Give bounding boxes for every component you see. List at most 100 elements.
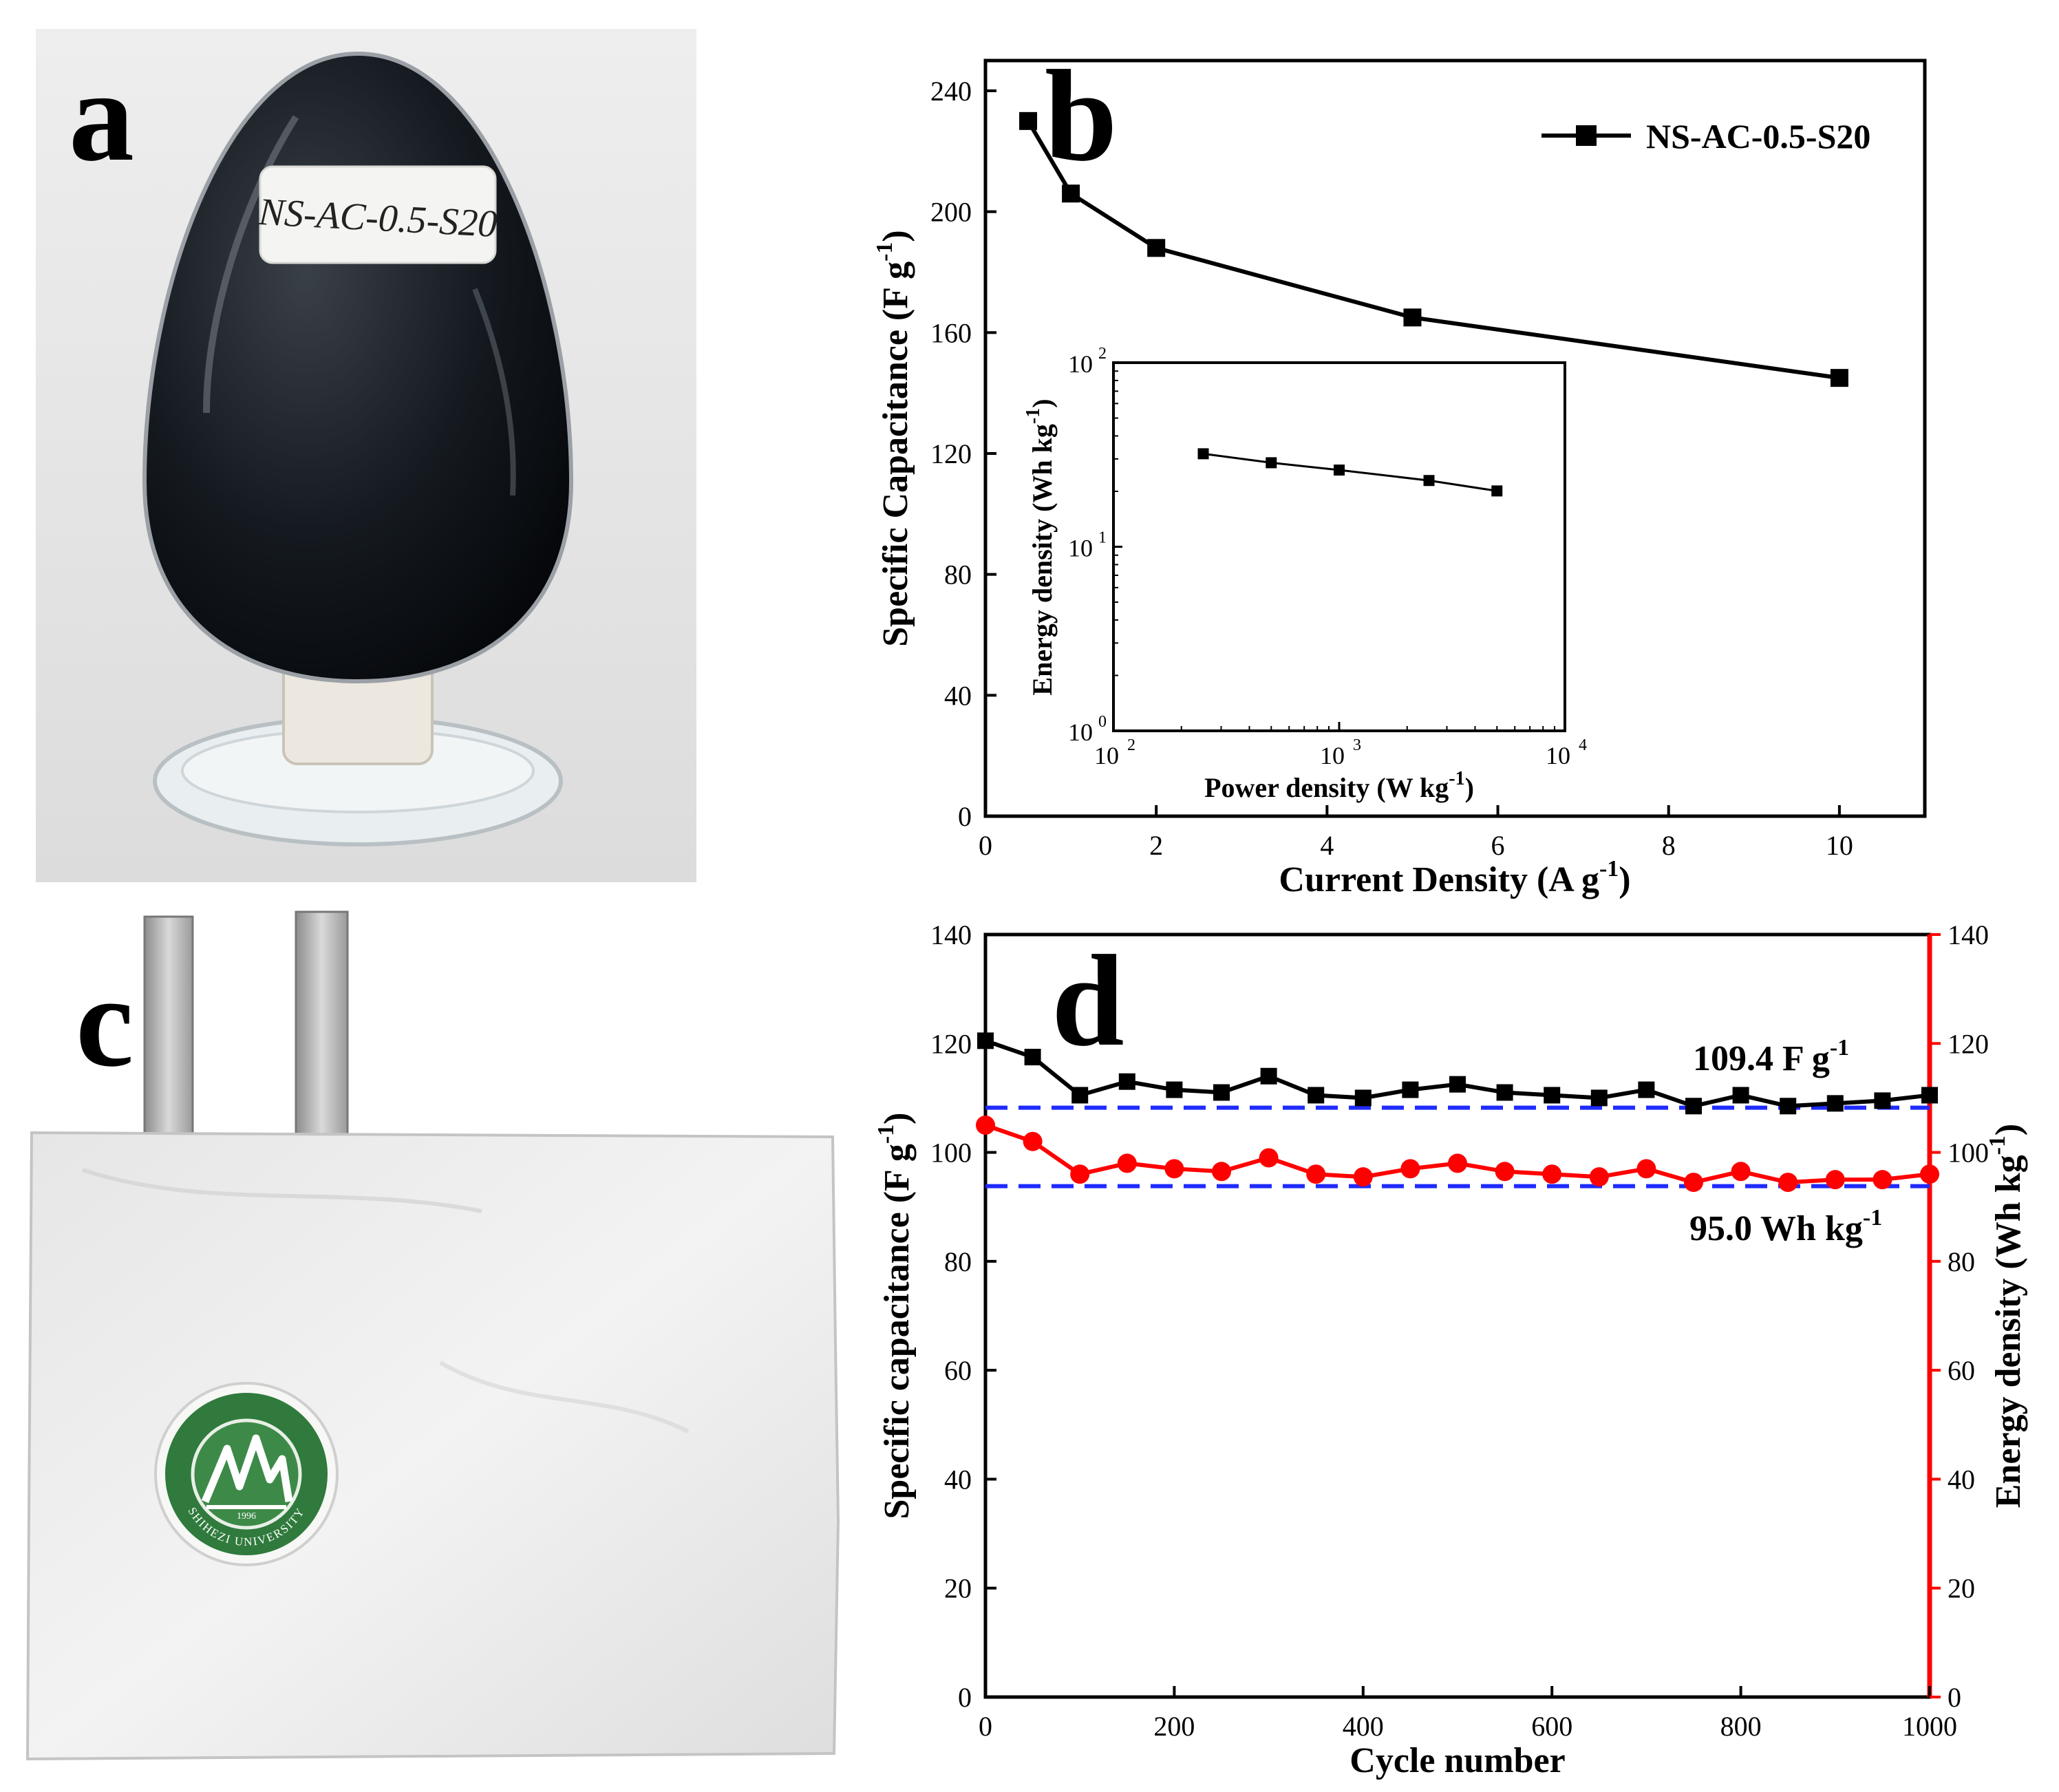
data-point (1921, 1087, 1938, 1104)
y-tick-label: 10 (1068, 718, 1093, 746)
data-point (1147, 239, 1166, 257)
x-tick-label: 6 (1491, 830, 1505, 861)
data-point (1260, 1067, 1277, 1085)
x-tick-label: 400 (1343, 1711, 1384, 1742)
chart-b-ylabel: Specific Capacitance (F g-1) (872, 230, 915, 647)
x-tick-label: 0 (979, 830, 992, 861)
data-point (1266, 457, 1277, 469)
x-tick-label: 10 (1320, 742, 1345, 769)
data-point (1308, 1087, 1325, 1104)
y-tick-label-right: 40 (1948, 1464, 1975, 1495)
data-point (1589, 1167, 1609, 1187)
inset-series (1197, 448, 1503, 497)
y-tick-label-right: 120 (1948, 1028, 1989, 1059)
data-point (977, 1032, 994, 1049)
y-tick-label: 10 (1068, 535, 1093, 562)
y-tick-label: 0 (958, 801, 972, 832)
x-tick-label: 8 (1662, 830, 1676, 861)
data-point (1353, 1167, 1373, 1187)
data-point (1071, 1087, 1089, 1104)
y-tick-label: 240 (930, 76, 972, 107)
inset-ylabel: Energy density (Wh kg-1) (1023, 398, 1058, 695)
chart-b-inset: 10 2 10 3 10 4 10 0 10 1 10 2 Power density (W kg-1… (1023, 345, 1587, 803)
chart-d-xlabel: Cycle number (1349, 1741, 1565, 1780)
panel-c-photo: SHIHEZI UNIVERSITY 1996 c (25, 910, 840, 1761)
y-tick-label-right: 0 (1948, 1682, 1961, 1713)
data-point (1685, 1098, 1702, 1115)
data-point (1732, 1087, 1749, 1104)
x-tick-label: 2 (1149, 830, 1163, 861)
data-point (1448, 1153, 1467, 1173)
data-point (1449, 1076, 1466, 1093)
chart-d-series (976, 1032, 1939, 1193)
chart-b-xlabel: Current Density (A g-1) (1279, 856, 1630, 899)
logo-year: 1996 (237, 1511, 256, 1522)
data-point (1400, 1159, 1420, 1179)
data-point (1830, 369, 1848, 387)
data-point (1684, 1173, 1703, 1193)
y-tick-label: 160 (930, 317, 972, 348)
y-tick-exponent: 0 (1098, 713, 1107, 731)
y-tick-label-left: 40 (944, 1464, 972, 1495)
data-point (1019, 111, 1038, 130)
data-point (1402, 1081, 1419, 1098)
data-point (1354, 1089, 1372, 1107)
inset-ticks: 10 2 10 3 10 4 10 0 10 1 10 2 (1068, 345, 1587, 769)
y-tick-label-left: 0 (958, 1682, 972, 1713)
x-tick-label: 1000 (1902, 1711, 1957, 1742)
data-point (1825, 1170, 1845, 1190)
y-tick-label: 80 (944, 559, 972, 590)
y-tick-label-left: 60 (944, 1355, 972, 1386)
panel-letter-a: a (69, 44, 134, 189)
y-tick-exponent: 1 (1098, 529, 1107, 547)
panel-letter-d: d (1052, 929, 1124, 1074)
panel-letter-c: c (76, 950, 134, 1094)
data-point (1731, 1162, 1751, 1182)
chart-d-ylabel-left: Specific capacitance (F g-1) (873, 1112, 917, 1519)
legend-label-ns-ac: NS-AC-0.5-S20 (1646, 117, 1870, 156)
y-tick-exponent: 2 (1098, 345, 1107, 363)
y-tick-label-right: 20 (1948, 1573, 1975, 1604)
data-point (1496, 1084, 1513, 1101)
y-tick-label-left: 120 (930, 1028, 972, 1059)
y-tick-label: 40 (944, 680, 972, 711)
data-point (1213, 1084, 1230, 1101)
inset-frame (1112, 361, 1566, 732)
data-point (1164, 1159, 1184, 1179)
data-point (1166, 1081, 1183, 1098)
data-point (1491, 485, 1503, 497)
chart-b-frame (983, 58, 1927, 818)
x-tick-label: 10 (1826, 830, 1853, 861)
data-point (1590, 1089, 1608, 1107)
data-point (1423, 475, 1435, 487)
data-point (1197, 448, 1209, 460)
x-tick-exponent: 2 (1127, 736, 1135, 754)
panel-letter-b: b (1045, 44, 1118, 189)
panel-a-photo: NS-AC-0.5-S20 a (36, 29, 696, 882)
data-point (1826, 1095, 1844, 1112)
data-point (1874, 1092, 1891, 1109)
data-point (1778, 1173, 1798, 1193)
data-point (1920, 1164, 1939, 1184)
inset-xlabel: Power density (W kg-1) (1204, 768, 1474, 803)
y-tick-label-right: 140 (1948, 919, 1989, 950)
data-point (1542, 1164, 1562, 1184)
x-tick-label: 10 (1546, 742, 1570, 769)
chart-d-ylabel-right: Energy density (Wh kg-1) (1985, 1124, 2028, 1508)
data-point (1118, 1073, 1135, 1090)
data-point (1070, 1164, 1090, 1184)
y-tick-label-left: 100 (930, 1138, 972, 1169)
x-tick-label: 10 (1094, 742, 1119, 769)
data-point (1259, 1148, 1279, 1168)
chart-d-reference-lines (985, 1105, 1930, 1188)
data-point (1023, 1131, 1043, 1151)
x-tick-label: 200 (1153, 1711, 1195, 1742)
data-point (1334, 465, 1345, 476)
y-tick-label-right: 80 (1948, 1246, 1975, 1277)
y-tick-label: 10 (1068, 350, 1093, 378)
x-tick-exponent: 3 (1353, 736, 1361, 754)
